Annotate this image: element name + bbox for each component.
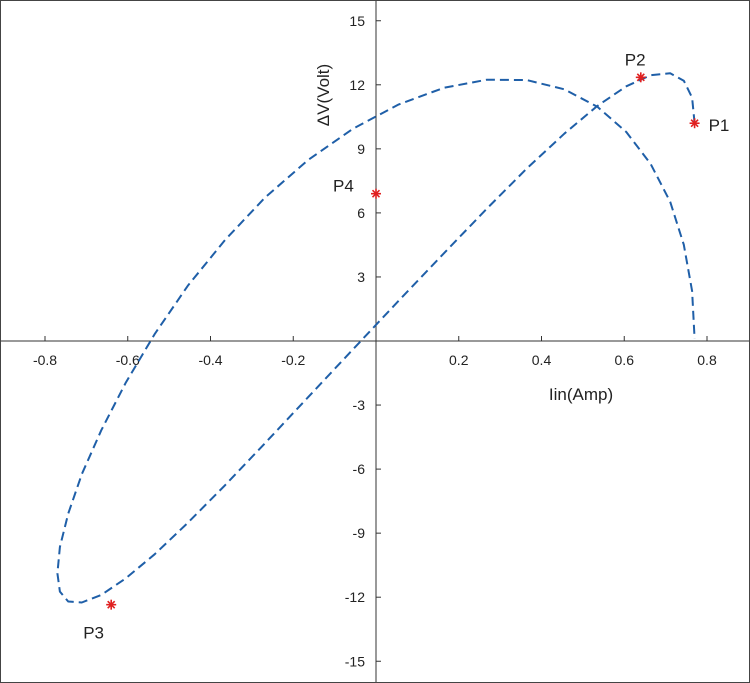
markers-layer: P1 P2 P3 P4: [83, 50, 729, 642]
x-tick-label: -0.4: [198, 352, 222, 368]
y-tick-label: 15: [349, 13, 365, 29]
x-tick-label: -0.8: [33, 352, 57, 368]
y-tick-label: -9: [353, 525, 366, 541]
x-tick-label: 0.2: [449, 352, 469, 368]
marker-p4: [371, 188, 381, 199]
y-axis-label: ΔV(Volt): [314, 64, 333, 126]
x-tick-label: 0.6: [615, 352, 635, 368]
y-tick-label: 6: [357, 205, 365, 221]
y-tick-label: 3: [357, 269, 365, 285]
x-axis-label: Iin(Amp): [549, 385, 613, 404]
y-tick-label: -12: [345, 589, 365, 605]
marker-label-p1: P1: [709, 116, 730, 135]
y-tick-label: -3: [353, 397, 366, 413]
x-tick-label: -0.6: [116, 352, 140, 368]
y-tick-label: 12: [349, 77, 365, 93]
marker-p2: [635, 72, 646, 83]
marker-p1: [689, 118, 700, 129]
series-line-0: [56, 72, 696, 604]
y-tick-label: 9: [357, 141, 365, 157]
y-tick-label: -15: [345, 653, 365, 669]
x-tick-label: -0.2: [281, 352, 305, 368]
marker-p3: [106, 599, 117, 610]
series-layer: [56, 72, 696, 604]
y-tick-label: -6: [353, 461, 366, 477]
marker-label-p4: P4: [333, 177, 354, 196]
marker-label-p2: P2: [625, 50, 646, 69]
x-tick-label: 0.4: [532, 352, 552, 368]
x-tick-label: 0.8: [697, 352, 717, 368]
marker-label-p3: P3: [83, 624, 104, 643]
